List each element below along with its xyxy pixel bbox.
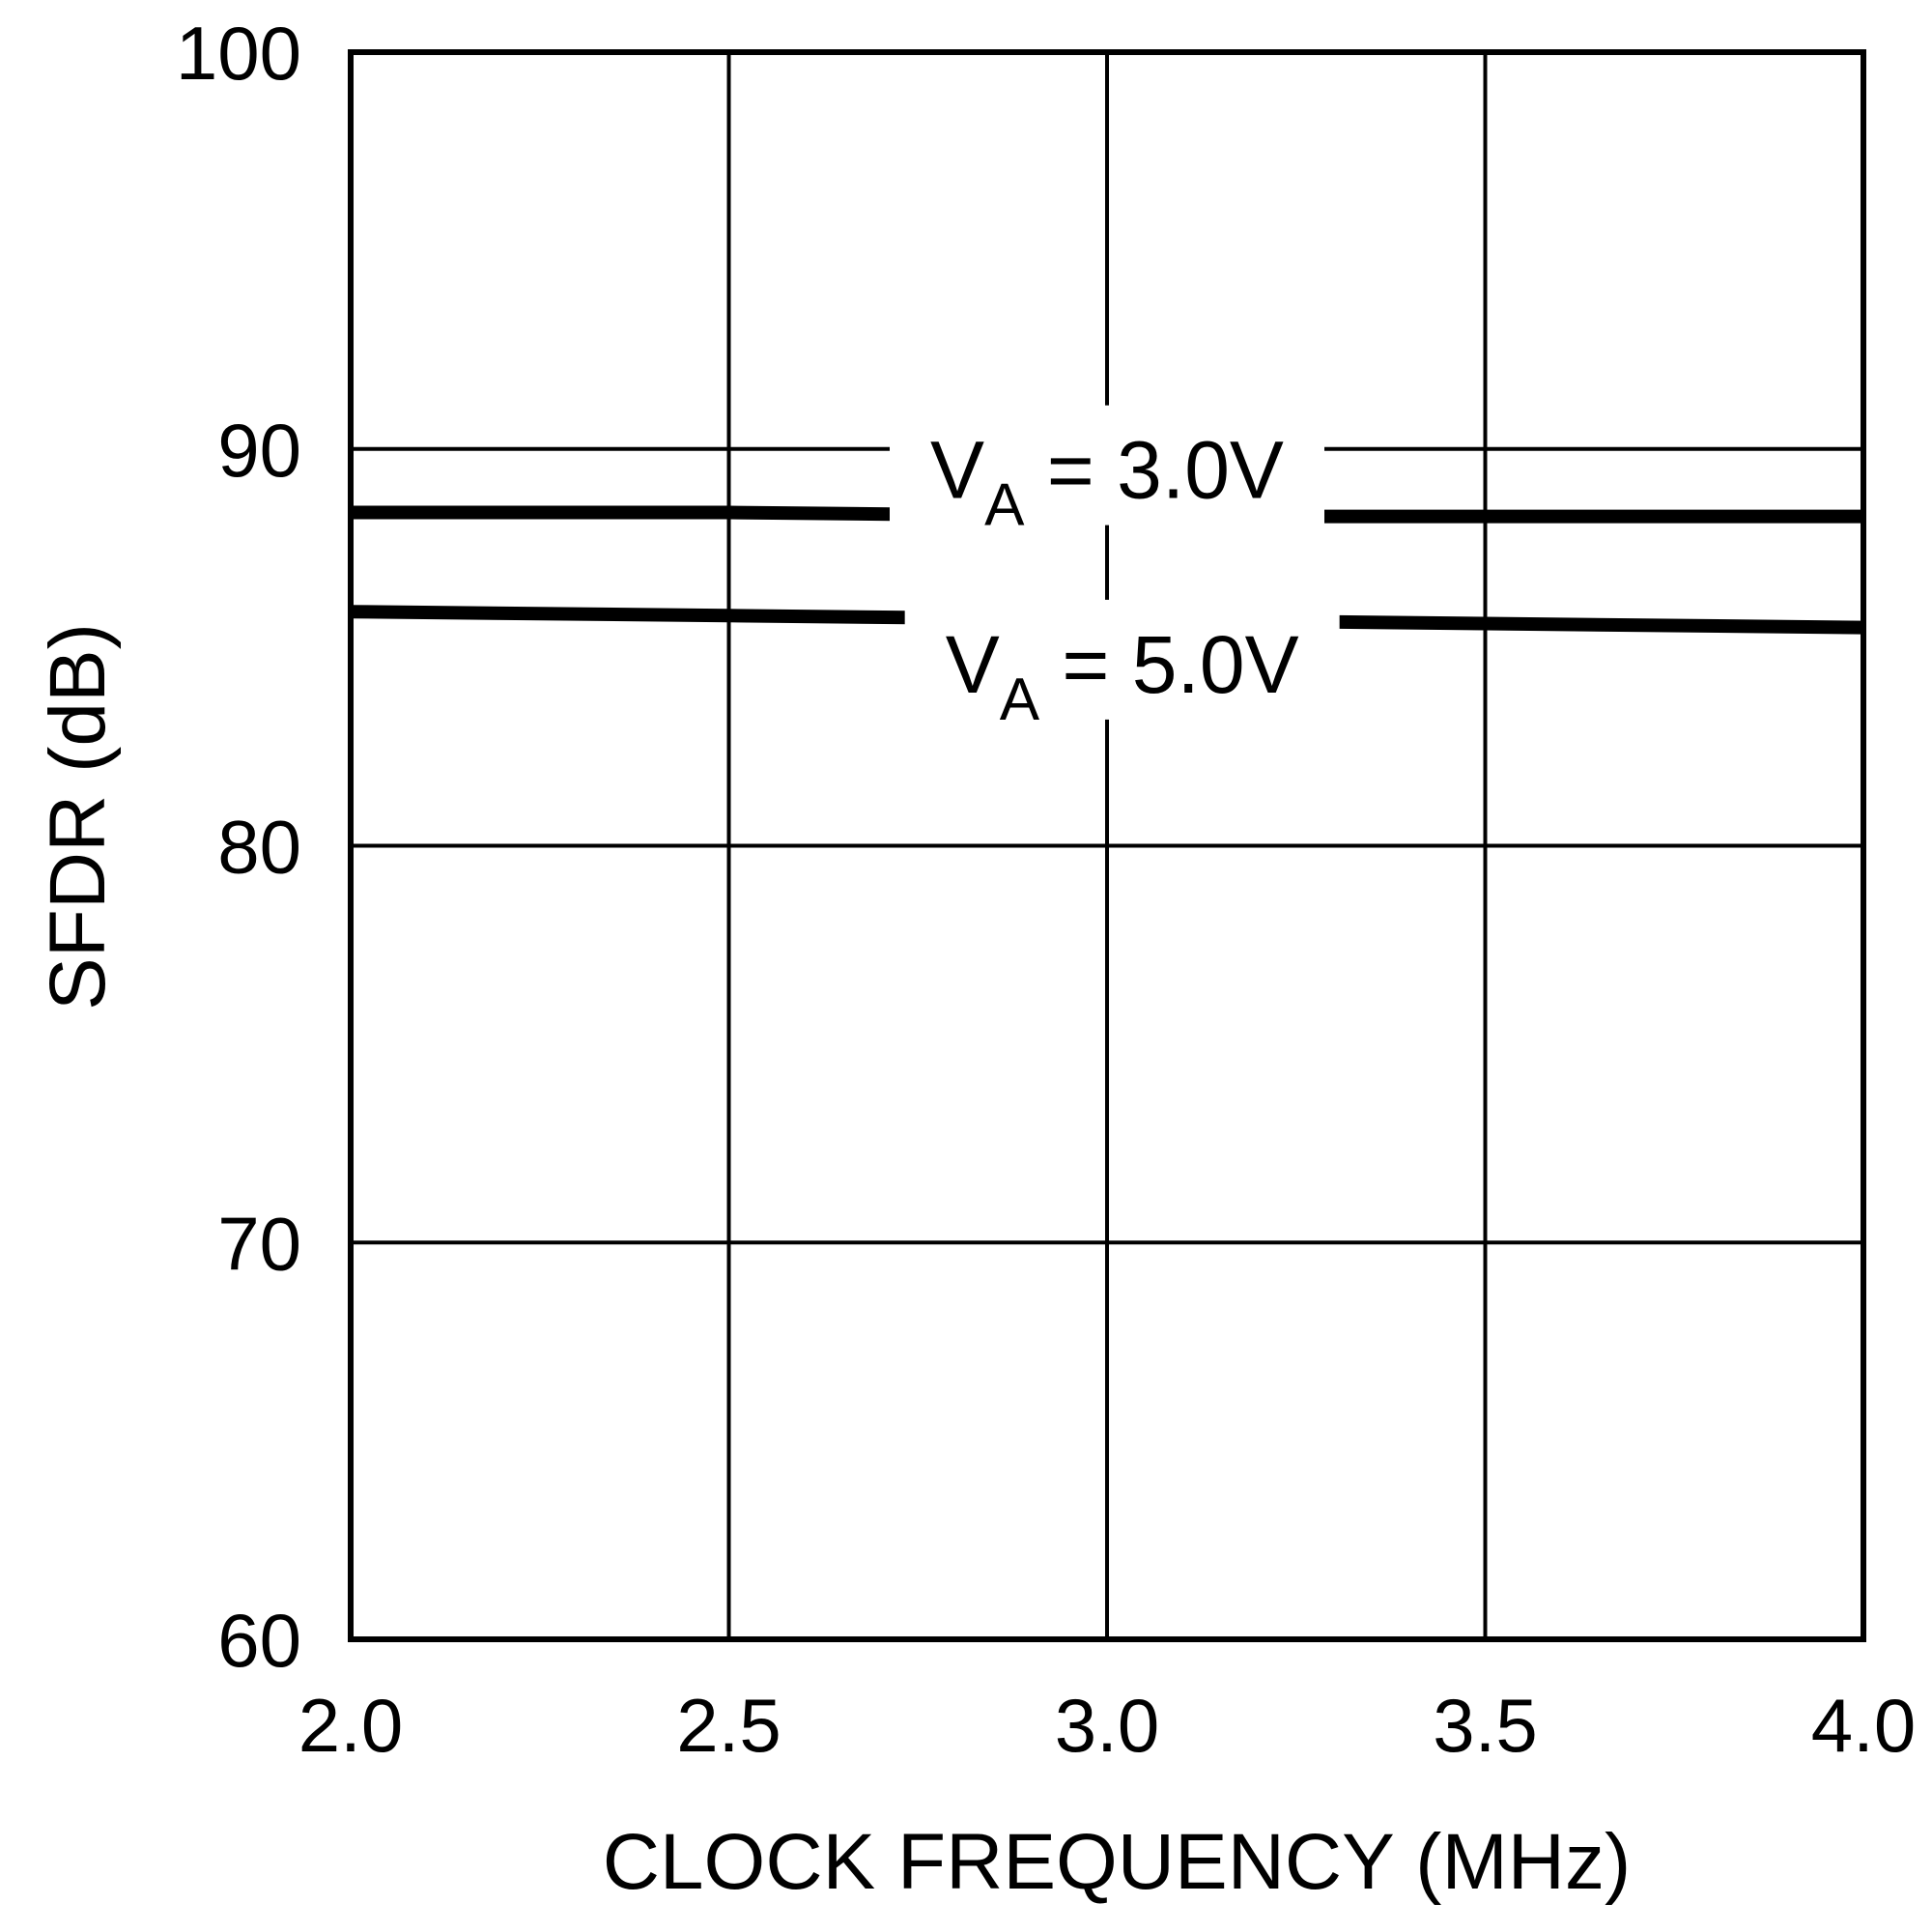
label-knockout (890, 405, 1324, 526)
label-rest: = 3.0V (1024, 425, 1284, 516)
y-tick-label: 60 (217, 1598, 301, 1683)
x-axis-title: CLOCK FREQUENCY (MHz) (603, 1818, 1632, 1906)
y-tick-labels: 60 70 80 90 100 (176, 11, 301, 1683)
label-main: V (930, 425, 984, 516)
series-label-2: VA = 5.0V (904, 599, 1340, 733)
x-tick-label: 3.0 (1055, 1683, 1159, 1768)
x-tick-label: 4.0 (1811, 1683, 1916, 1768)
label-subscript: A (1000, 667, 1040, 733)
label-knockout (904, 599, 1340, 720)
x-tick-labels: 2.0 2.5 3.0 3.5 4.0 (298, 1683, 1916, 1768)
series-label-text: VA = 3.0V (930, 425, 1284, 539)
y-tick-label: 100 (176, 11, 301, 96)
x-tick-label: 2.0 (298, 1683, 403, 1768)
plot-frame (348, 49, 1866, 1642)
series-label-1: VA = 3.0V (890, 405, 1324, 539)
y-tick-label: 80 (217, 805, 301, 890)
grid-lines (351, 52, 1863, 1639)
label-main: V (946, 619, 1000, 710)
x-tick-label: 2.5 (676, 1683, 781, 1768)
series-label-text: VA = 5.0V (946, 619, 1299, 733)
x-tick-label: 3.5 (1433, 1683, 1537, 1768)
y-tick-label: 90 (217, 408, 301, 493)
y-tick-label: 70 (217, 1201, 301, 1286)
label-rest: = 5.0V (1039, 619, 1299, 710)
y-axis-title: SFDR (dB) (34, 623, 122, 1010)
label-subscript: A (984, 472, 1025, 539)
